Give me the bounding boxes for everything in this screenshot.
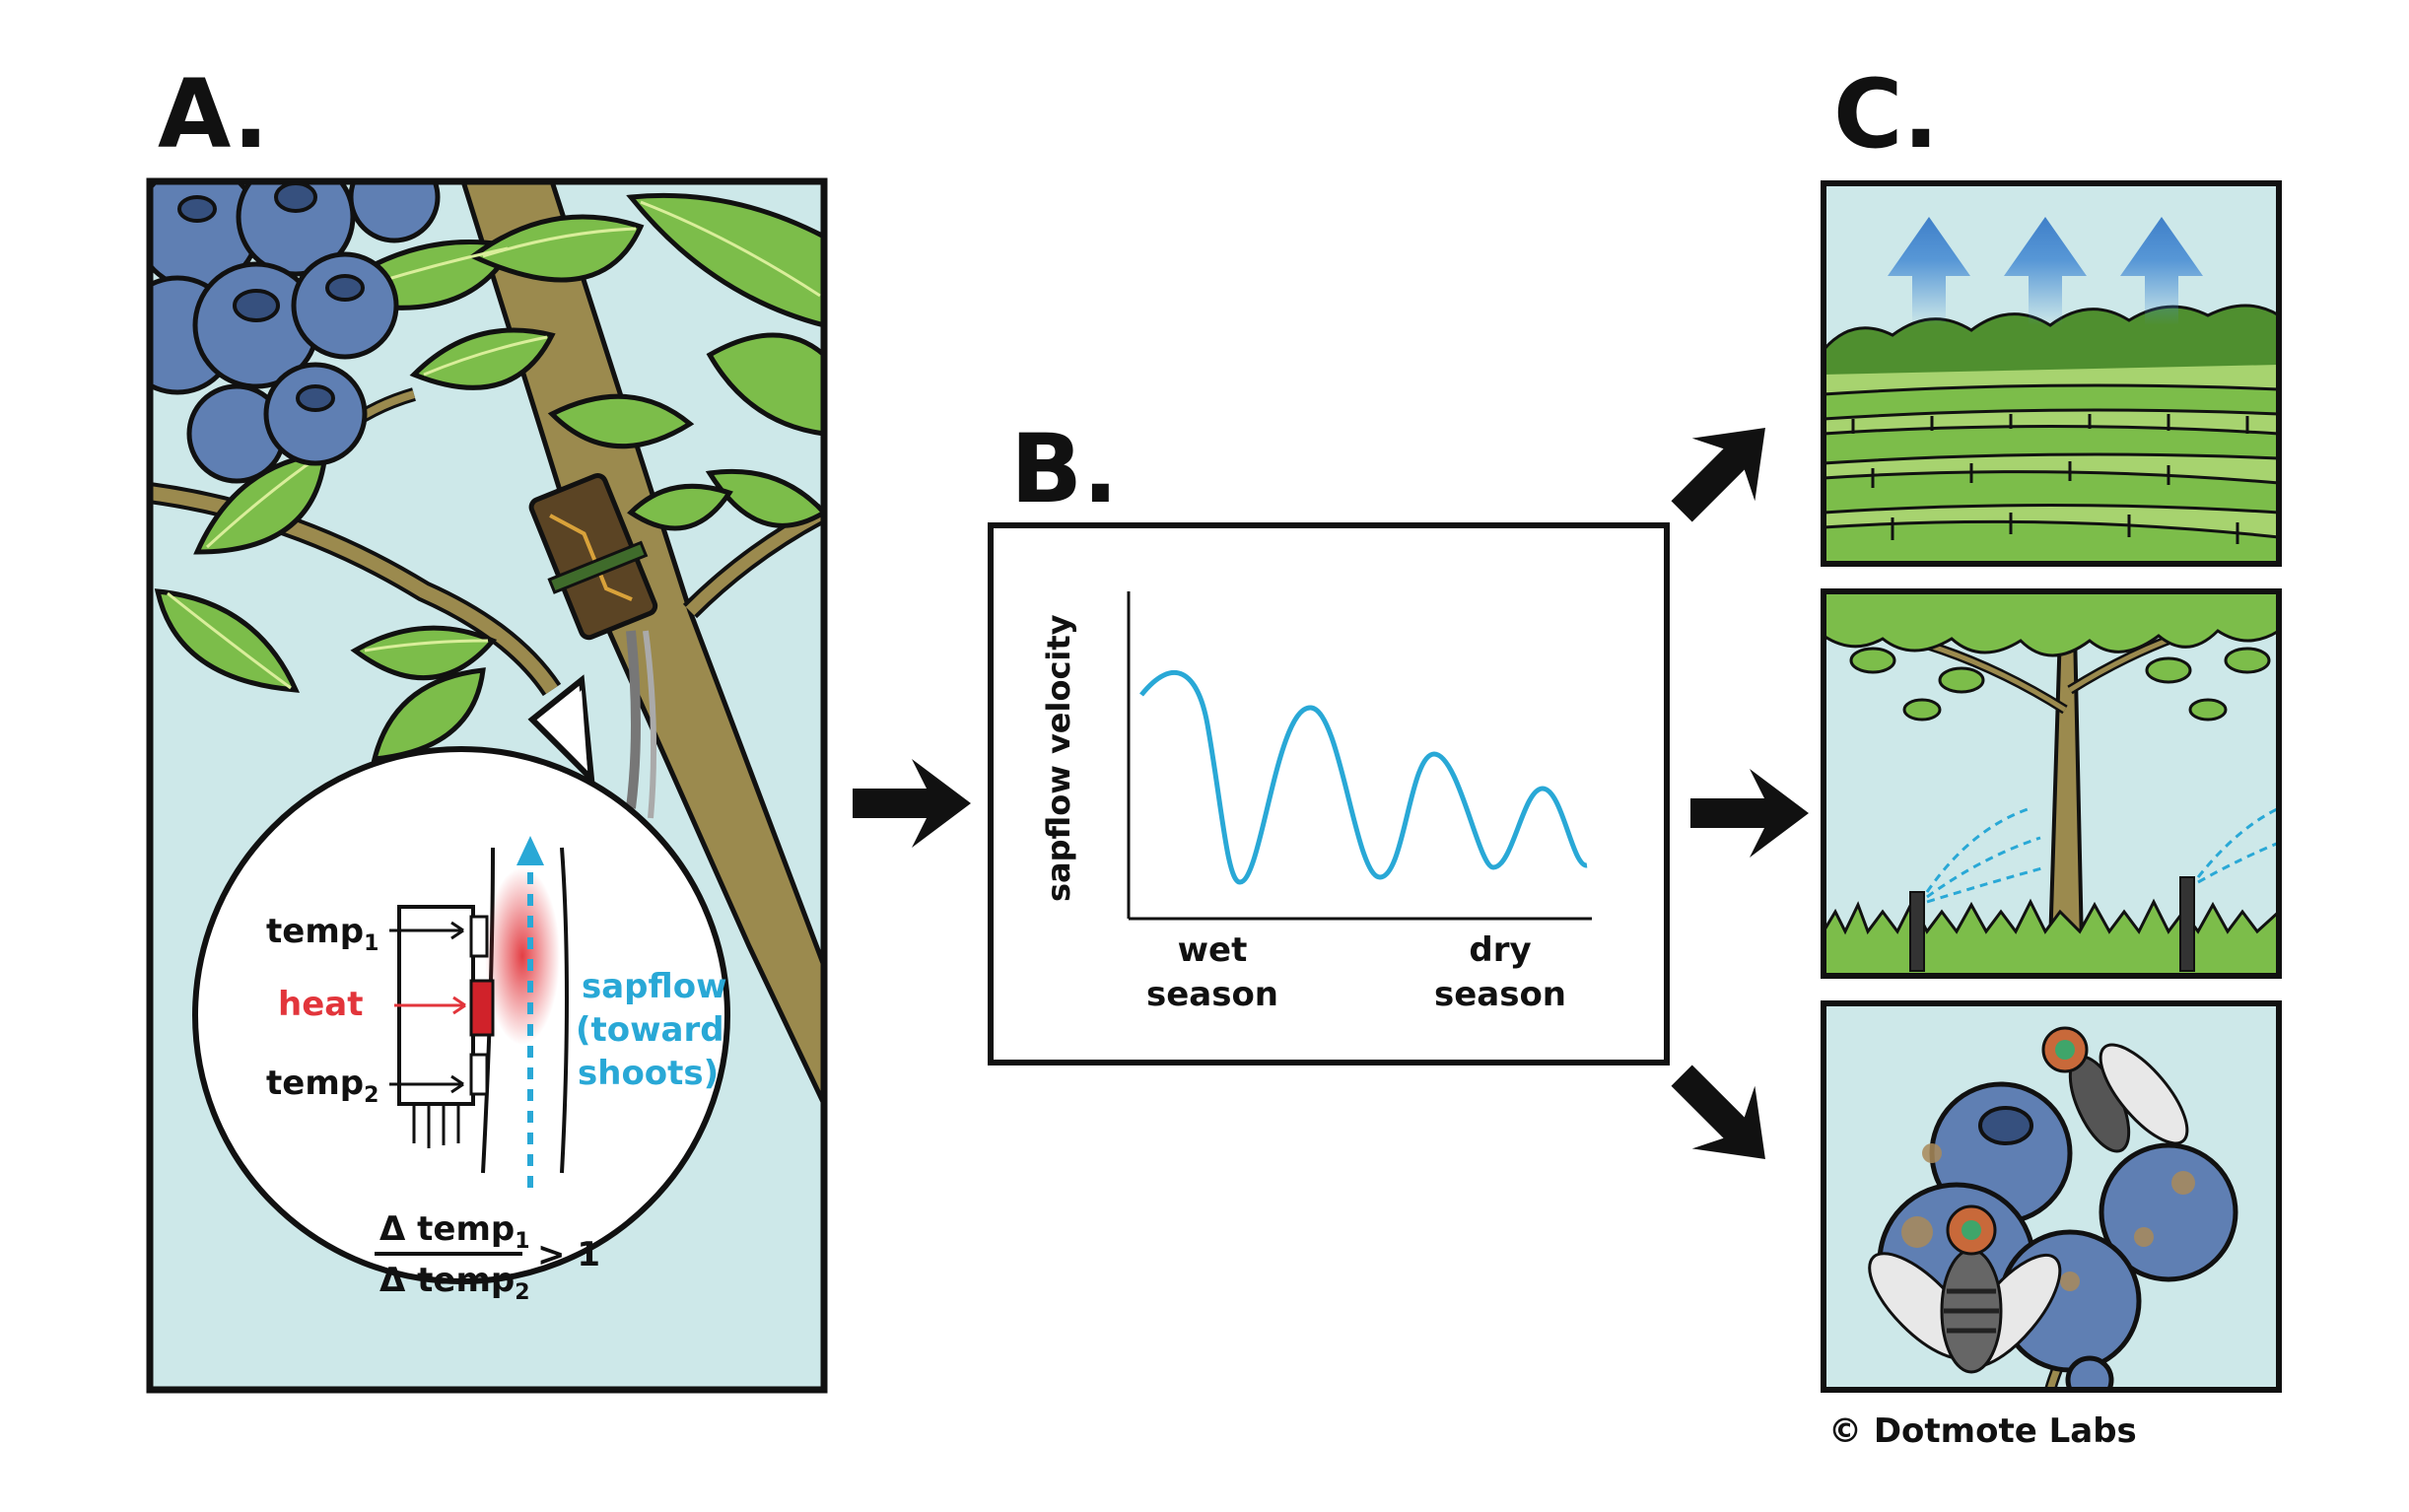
chart-ylabel: sapflow velocity <box>1040 614 1077 902</box>
panel-b-chart <box>988 522 1670 1065</box>
fruit-fly-1 <box>2041 1026 2189 1153</box>
sapflow-label-3: shoots) <box>578 1054 719 1093</box>
panel-a-label: A. <box>158 59 269 170</box>
sapflow-label-1: sapflow <box>582 967 727 1006</box>
temp2-label: temp2 <box>266 1064 379 1108</box>
panel-b-label: B. <box>1010 414 1119 524</box>
fruit-fly-2 <box>1868 1204 2062 1374</box>
sapflow-curve <box>1139 670 1588 885</box>
panel-c-label: C. <box>1833 59 1939 170</box>
evaporation-arrows <box>1888 217 2203 325</box>
chart-x-right-2: season <box>1434 975 1566 1014</box>
credit-text: © Dotmote Labs <box>1828 1411 2137 1451</box>
formula-relation: > 1 <box>537 1235 600 1274</box>
sensor-callout <box>192 674 730 1284</box>
temp1-label: temp1 <box>266 912 379 956</box>
arrow-b-to-c3 <box>1671 1065 1765 1159</box>
heat-label: heat <box>278 985 363 1024</box>
arrow-b-to-c1 <box>1671 428 1765 522</box>
chart-x-left-1: wet <box>1178 930 1248 970</box>
formula-numerator: Δ temp1 <box>379 1209 530 1254</box>
chart-x-right-1: dry <box>1469 930 1531 970</box>
chart-x-left-2: season <box>1146 975 1278 1014</box>
arrow-b-to-c2 <box>1690 769 1809 858</box>
arrow-a-to-b <box>853 759 971 848</box>
sapflow-label-2: (toward <box>576 1010 724 1050</box>
formula-denominator: Δ temp2 <box>379 1261 530 1305</box>
panel-c1-field <box>1821 180 2282 567</box>
flow-arrows <box>853 428 1809 1159</box>
panel-c3-pests <box>1821 1000 2282 1393</box>
panel-c2-irrigation <box>1821 588 2282 979</box>
